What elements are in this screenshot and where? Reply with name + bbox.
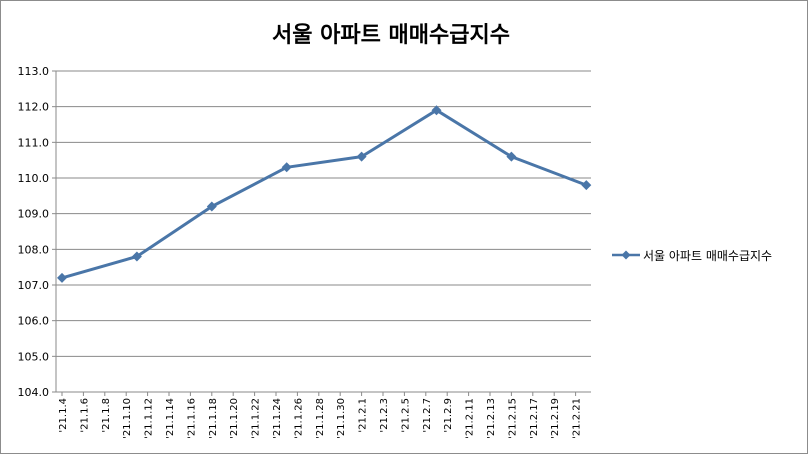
x-tick-label: '21.2.9	[443, 398, 454, 433]
x-tick-label: '21.1.20	[229, 398, 240, 439]
x-tick-label: '21.1.16	[186, 398, 197, 439]
x-tick-label: '21.1.12	[144, 398, 155, 439]
x-tick-label: '21.1.4	[58, 398, 69, 433]
y-tick-label: 106.0	[18, 315, 50, 328]
y-tick-label: 109.0	[18, 208, 50, 221]
gridlines	[56, 70, 591, 357]
x-tick-labels: '21.1.4 '21.1.6 '21.1.8 '21.1.10 '21.1.12 '21…	[58, 398, 583, 439]
data-point-marker	[506, 151, 517, 162]
y-tick-label: 111.0	[18, 136, 50, 149]
x-tick-label: '21.2.7	[422, 398, 433, 433]
y-tick-label: 113.0	[18, 65, 50, 78]
y-tick-label: 107.0	[18, 279, 50, 292]
x-tick-label: '21.2.17	[529, 398, 540, 439]
x-tick-label: '21.1.8	[101, 398, 112, 433]
y-tick-label: 112.0	[18, 101, 50, 114]
x-tick-label: '21.2.3	[379, 398, 390, 433]
y-tick-labels: 104.0 105.0 106.0 107.0 108.0 109.0 110.0 111.0…	[18, 65, 50, 399]
data-point-marker	[131, 251, 142, 262]
x-tick-label: '21.1.26	[293, 398, 304, 439]
x-tick-label: '21.2.11	[465, 398, 476, 439]
x-tick-label: '21.1.10	[122, 398, 133, 439]
chart-title: 서울 아파트 매매수급지수	[272, 23, 510, 48]
x-tick-label: '21.1.14	[165, 398, 176, 439]
data-point-marker	[581, 180, 592, 191]
axes	[52, 70, 591, 396]
y-tick-label: 110.0	[18, 172, 50, 185]
x-tick-label: '21.2.21	[572, 398, 583, 439]
x-tick-label: '21.2.5	[400, 398, 411, 433]
x-tick-label: '21.2.1	[358, 398, 369, 433]
legend-label: 서울 아파트 매매수급지수	[643, 248, 773, 263]
y-tick-label: 105.0	[18, 350, 50, 363]
x-tick-label: '21.2.15	[507, 398, 518, 439]
data-point-marker	[281, 162, 292, 173]
x-tick-label: '21.1.24	[272, 398, 283, 439]
x-tick-label: '21.1.18	[208, 398, 219, 439]
x-tick-label: '21.2.13	[486, 398, 497, 439]
data-point-marker	[57, 272, 67, 283]
data-point-marker	[431, 105, 442, 116]
y-tick-label: 108.0	[18, 243, 50, 256]
legend: 서울 아파트 매매수급지수	[611, 245, 772, 265]
x-tick-label: '21.1.28	[315, 398, 326, 439]
series-polyline	[61, 108, 587, 280]
x-tick-label: '21.2.19	[550, 398, 561, 439]
x-tick-label: '21.1.22	[251, 398, 262, 439]
data-markers	[57, 105, 592, 283]
x-tick-label: '21.1.6	[79, 398, 90, 433]
x-tick-label: '21.1.30	[336, 398, 347, 439]
y-tick-label: 104.0	[18, 386, 50, 399]
series-line	[61, 108, 587, 280]
data-point-marker	[206, 201, 217, 212]
legend-marker	[612, 250, 640, 260]
data-point-marker	[356, 151, 367, 162]
